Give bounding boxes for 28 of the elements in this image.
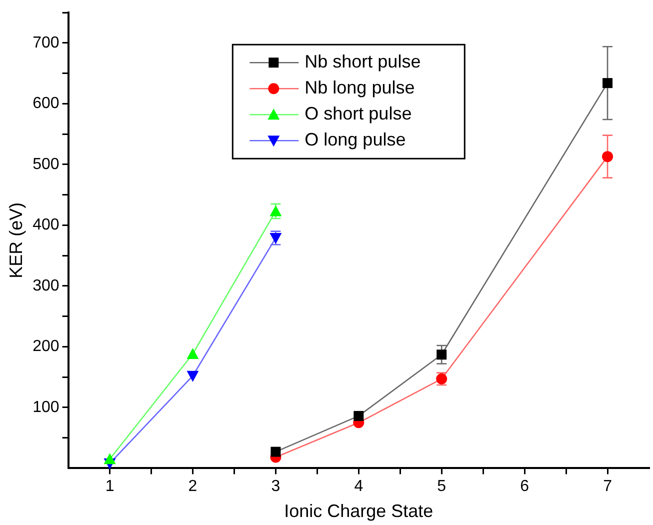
x-tick-label: 6	[520, 478, 530, 496]
y-tick-label: 700	[32, 34, 60, 52]
legend-label: O long pulse	[304, 130, 406, 150]
point	[270, 446, 281, 457]
legend-label: Nb long pulse	[304, 78, 415, 98]
point	[186, 370, 199, 382]
y-tick-label: 100	[32, 398, 60, 416]
x-tick-label: 4	[354, 478, 364, 496]
y-tick-label: 300	[32, 277, 60, 294]
y-tick-label: 600	[32, 95, 60, 112]
point	[602, 151, 614, 162]
point	[354, 410, 364, 421]
x-tick-label: 5	[437, 478, 446, 496]
x-tick-label: 1	[105, 478, 114, 496]
legend-label: O short pulse	[304, 104, 412, 124]
y-tick-label: 400	[32, 216, 60, 234]
point	[602, 78, 613, 88]
x-tick-label: 2	[188, 478, 198, 496]
point	[186, 348, 199, 359]
y-axis-title: KER (eV)	[6, 202, 26, 278]
x-tick-label: 3	[271, 478, 280, 496]
point	[436, 350, 447, 360]
y-tick-label: 200	[32, 338, 60, 356]
y-tick-label: 500	[32, 156, 60, 173]
x-axis-title: Ionic Charge State	[284, 501, 434, 522]
legend-label: Nb short pulse	[304, 52, 421, 72]
point	[104, 453, 116, 464]
x-tick-label: 7	[603, 478, 612, 496]
